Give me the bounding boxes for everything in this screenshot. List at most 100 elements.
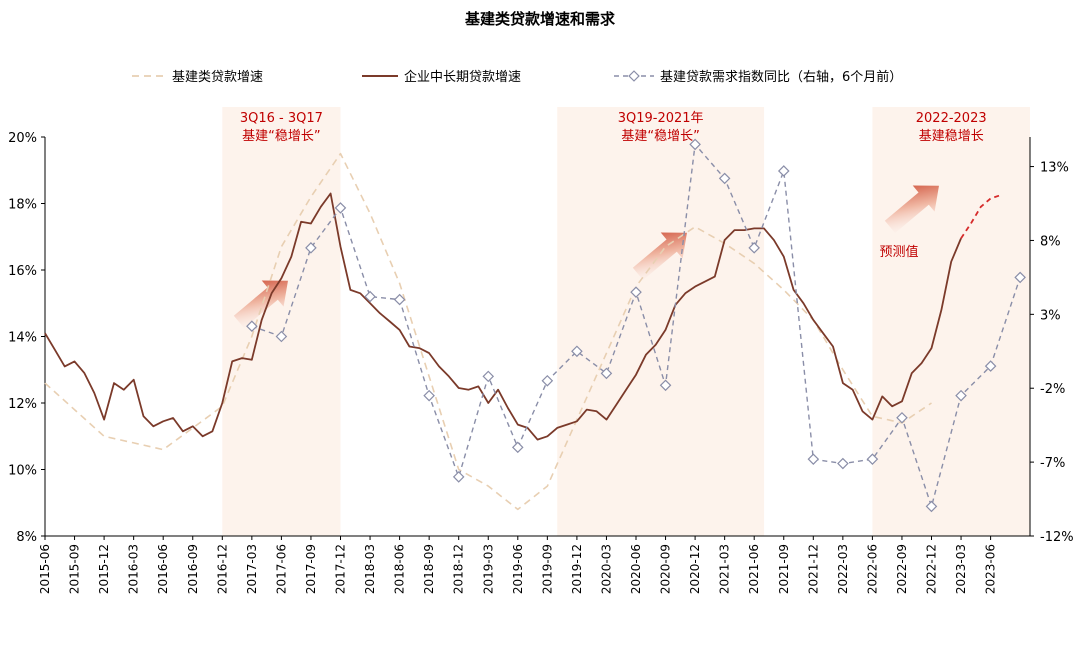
y-right-tick-label: 3% xyxy=(1040,308,1061,323)
arrow-2022-shape xyxy=(884,185,939,233)
demand-index-point xyxy=(305,242,317,254)
demand-index-point xyxy=(393,293,406,306)
y-left-tick-label: 14% xyxy=(8,331,37,346)
x-tick-label: 2021-03 xyxy=(718,544,732,594)
demand-index-point xyxy=(511,441,524,454)
x-tick-label: 2016-09 xyxy=(186,544,200,594)
x-tick-label: 2022-12 xyxy=(925,544,939,594)
demand-index-point xyxy=(748,242,760,254)
demand-index-point xyxy=(423,389,435,402)
demand-index-point xyxy=(630,286,642,298)
y-left-tick-label: 10% xyxy=(8,464,37,479)
x-tick-label: 2020-12 xyxy=(688,544,702,594)
x-tick-label: 2019-03 xyxy=(481,544,495,594)
legend: 基建类贷款增速 企业中长期贷款增速 基建贷款需求指数同比（右轴，6个月前） xyxy=(132,69,902,85)
demand-index-point xyxy=(482,370,495,383)
x-tick-label: 2015-09 xyxy=(68,544,82,594)
demand-index-point xyxy=(925,500,938,513)
y-left-tick-label: 18% xyxy=(8,198,37,213)
x-tick-label: 2019-12 xyxy=(570,544,584,594)
y-right-tick-label: -7% xyxy=(1040,456,1065,471)
legend-label-1: 企业中长期贷款增速 xyxy=(404,69,521,85)
legend-label-2: 基建贷款需求指数同比（右轴，6个月前） xyxy=(660,69,902,85)
x-tick-label: 2018-03 xyxy=(363,544,377,594)
x-tick-label: 2019-09 xyxy=(540,544,554,594)
x-tick-label: 2022-06 xyxy=(865,544,879,594)
demand-index-point xyxy=(807,453,820,465)
x-tick-label: 2020-09 xyxy=(659,544,673,594)
arrow-2020 xyxy=(632,232,687,280)
demand-index-point xyxy=(452,471,465,483)
x-tick-label: 2017-09 xyxy=(304,544,318,594)
demand-index-point xyxy=(600,367,613,380)
demand-index-point xyxy=(1014,271,1026,284)
demand-index-point xyxy=(689,138,701,151)
period-label-1-1: 基建“稳增长” xyxy=(621,128,699,144)
arrow-2017-shape xyxy=(233,280,288,328)
series-line-1 xyxy=(44,192,962,441)
arrow-2022 xyxy=(884,185,939,233)
x-tick-label: 2016-12 xyxy=(215,544,229,594)
x-tick-label: 2016-06 xyxy=(156,544,170,594)
demand-index-point xyxy=(571,345,583,358)
x-tick-label: 2018-09 xyxy=(422,544,436,594)
x-tick-label: 2020-03 xyxy=(599,544,613,594)
period-label-0-0: 3Q16 - 3Q17 xyxy=(240,111,323,126)
legend-marker-2 xyxy=(628,70,640,82)
arrow-2017 xyxy=(233,280,288,328)
demand-index-point xyxy=(541,374,554,387)
y-left-tick-label: 8% xyxy=(16,530,37,545)
x-tick-label: 2016-03 xyxy=(127,544,141,594)
demand-index-point xyxy=(896,411,908,424)
series-line-0 xyxy=(44,152,932,511)
demand-index-point xyxy=(334,202,347,214)
demand-index-point xyxy=(866,453,879,465)
period-label-2-0: 2022-2023 xyxy=(916,111,987,126)
demand-index-point xyxy=(955,389,967,402)
demand-index-point xyxy=(777,165,790,177)
x-tick-label: 2021-06 xyxy=(747,544,761,594)
y-right-tick-label: 13% xyxy=(1040,161,1069,176)
trend-arrows xyxy=(233,185,939,328)
x-tick-label: 2021-12 xyxy=(806,544,820,594)
series-line-3 xyxy=(960,194,1001,239)
x-tick-label: 2017-03 xyxy=(245,544,259,594)
demand-index-point xyxy=(275,330,288,343)
y-left-tick-label: 12% xyxy=(8,397,37,412)
period-label-1-0: 3Q19-2021年 xyxy=(618,111,704,126)
series-lines xyxy=(44,138,1026,513)
x-tick-label: 2021-09 xyxy=(777,544,791,594)
shaded-period-2 xyxy=(872,107,1030,536)
chart-title: 基建类贷款增速和需求 xyxy=(464,10,616,28)
arrow-2020-shape xyxy=(632,232,687,280)
demand-index-point xyxy=(659,379,672,392)
demand-index-point xyxy=(837,457,849,470)
demand-index-point xyxy=(364,290,376,303)
y-left-tick-label: 20% xyxy=(8,131,37,146)
x-tick-label: 2015-06 xyxy=(38,544,52,594)
x-tick-label: 2022-03 xyxy=(836,544,850,594)
shaded-periods xyxy=(222,107,1030,536)
y-right-tick-label: -2% xyxy=(1040,382,1065,397)
demand-index-point xyxy=(246,320,258,333)
demand-index-point xyxy=(718,172,731,185)
axes: 20% 18% 16% 14% 12% 10% 8% 13% 8% 3% -2% -7% -12% 201… xyxy=(8,131,1074,594)
period-label-2-1: 基建稳增长 xyxy=(919,128,984,144)
x-tick-label: 2018-06 xyxy=(393,544,407,594)
y-right-tick-label: -12% xyxy=(1040,530,1074,545)
demand-index-point xyxy=(984,360,997,372)
x-tick-label: 2015-12 xyxy=(97,544,111,594)
x-tick-label: 2023-03 xyxy=(954,544,968,594)
forecast-annotation: 预测值 xyxy=(879,244,918,260)
y-left-tick-label: 16% xyxy=(8,264,37,279)
x-tick-label: 2019-06 xyxy=(511,544,525,594)
x-tick-label: 2020-06 xyxy=(629,544,643,594)
legend-label-0: 基建类贷款增速 xyxy=(172,70,263,85)
x-tick-label: 2017-06 xyxy=(274,544,288,594)
x-tick-label: 2023-06 xyxy=(984,544,998,594)
x-tick-label: 2022-09 xyxy=(895,544,909,594)
x-tick-label: 2017-12 xyxy=(334,544,348,594)
y-right-tick-label: 8% xyxy=(1040,234,1061,249)
